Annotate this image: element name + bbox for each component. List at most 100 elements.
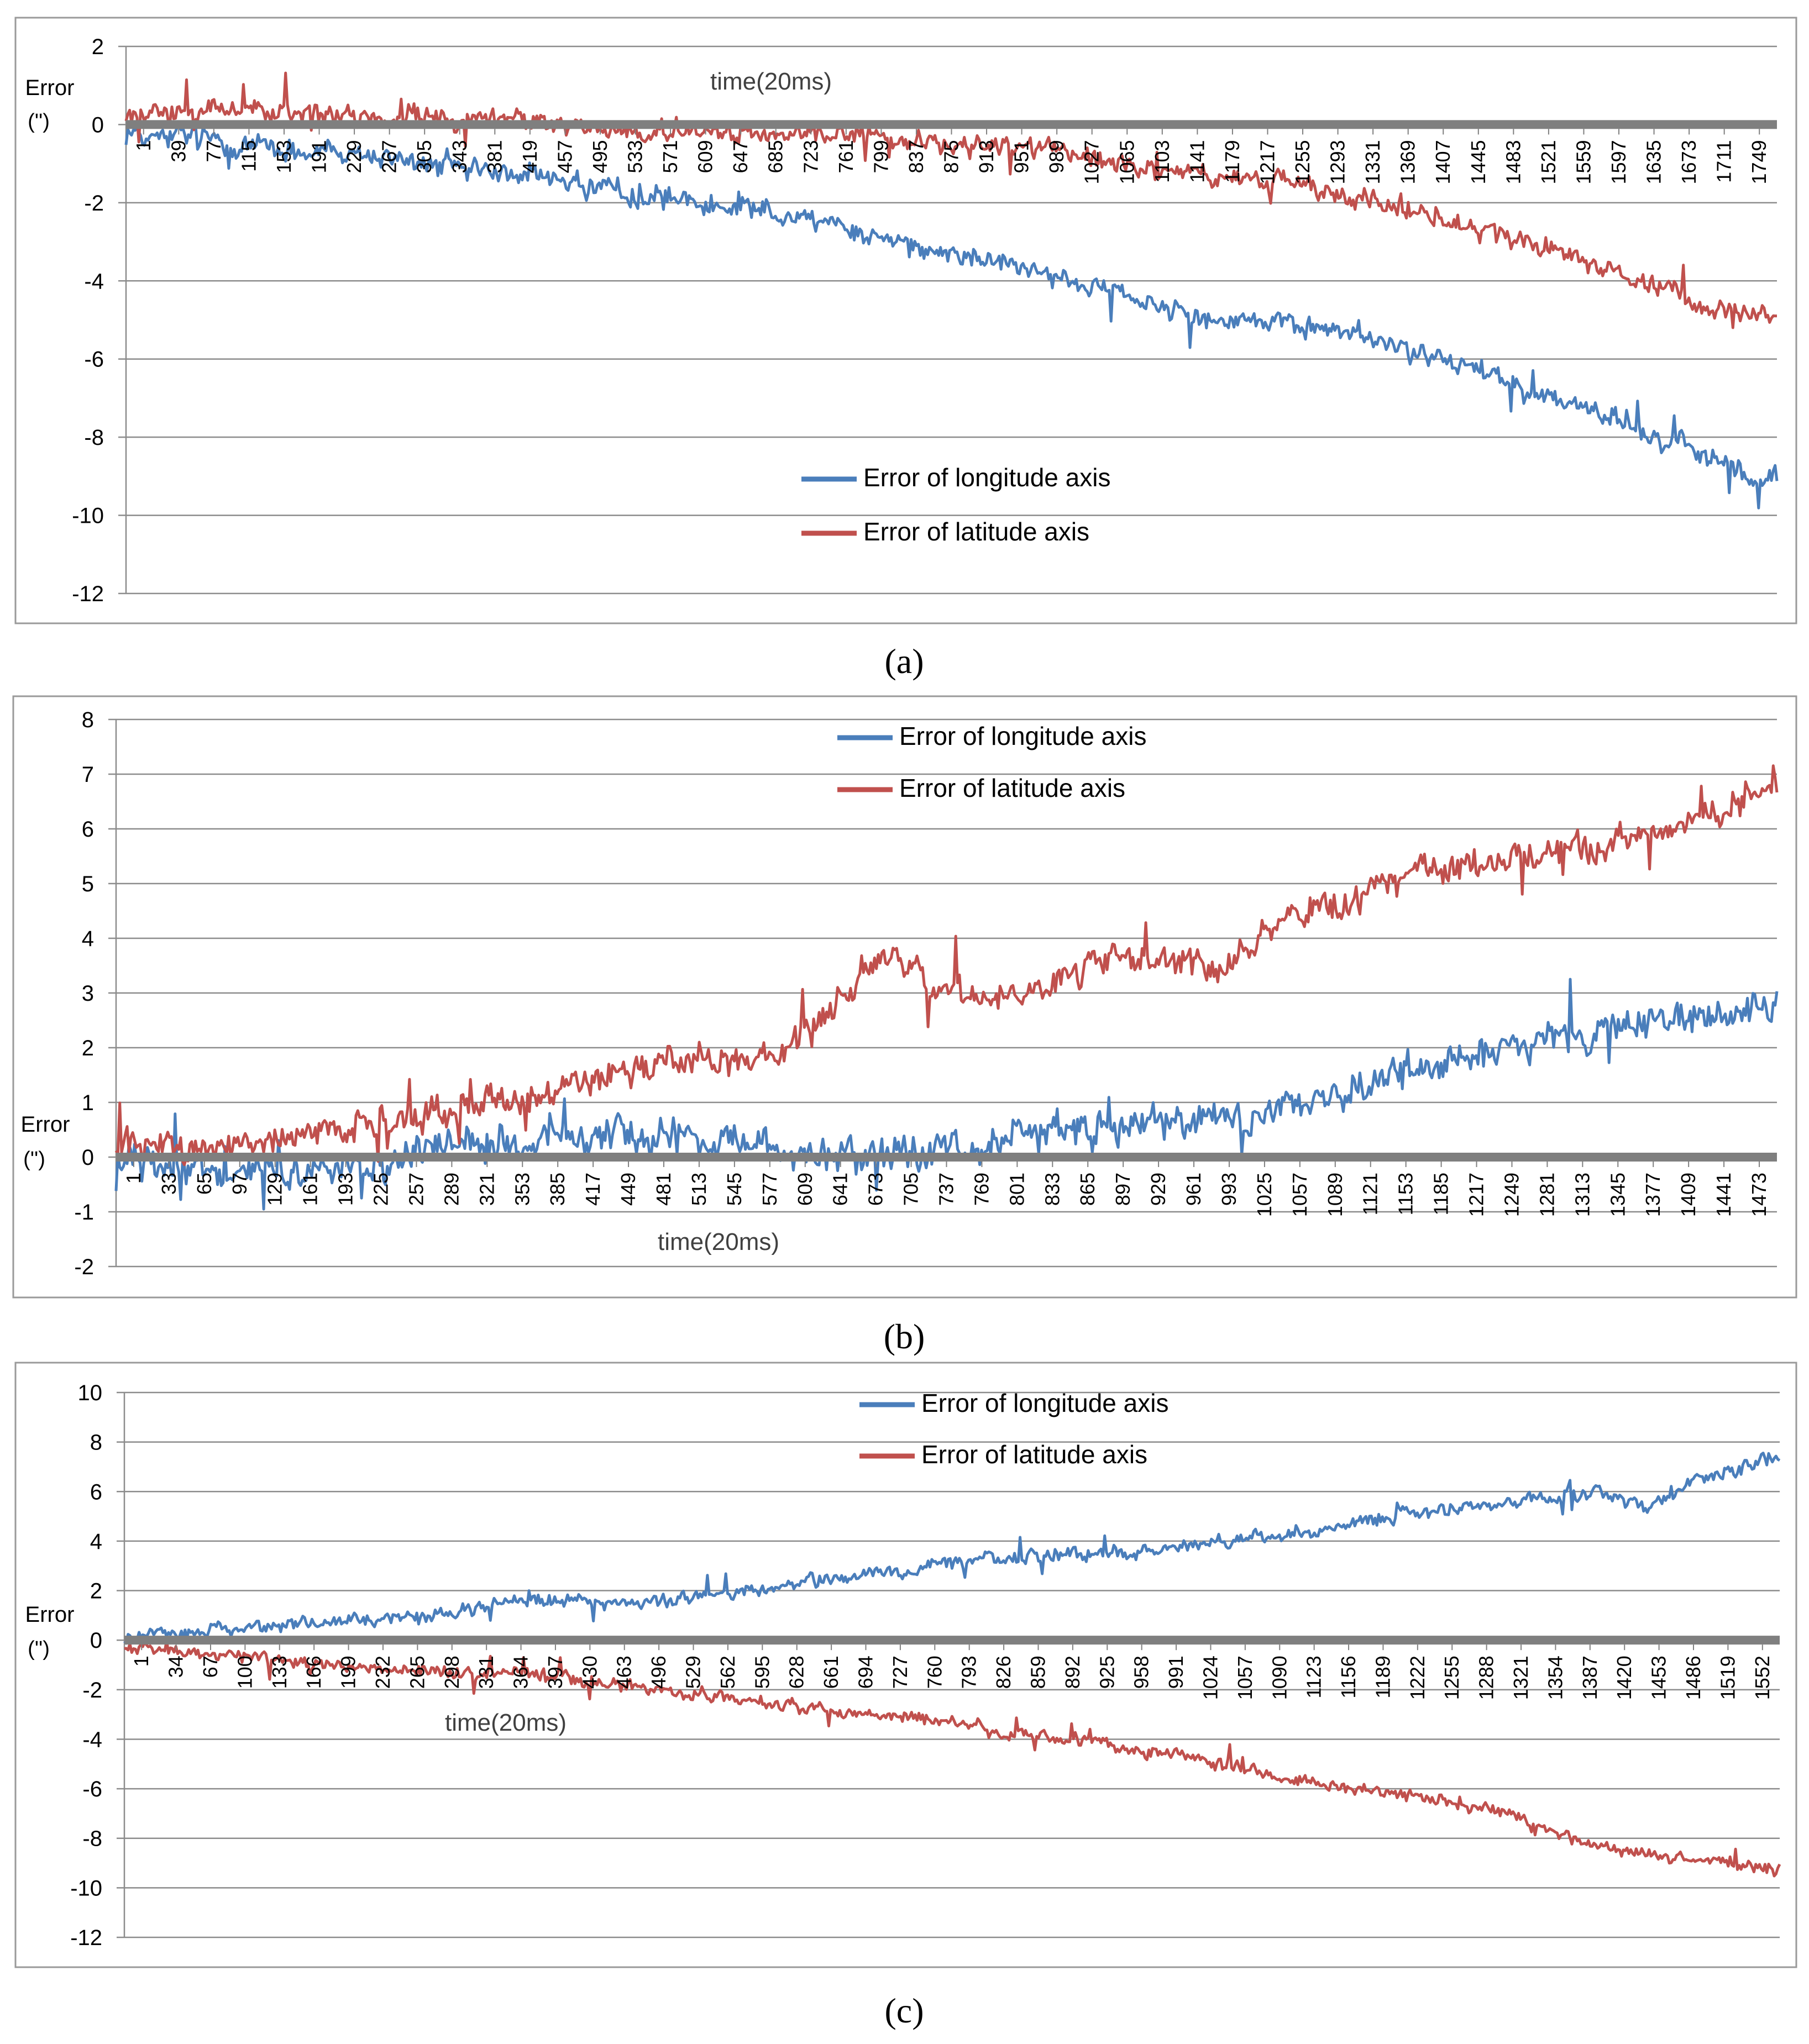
x-tick-label: 513 xyxy=(688,1173,710,1206)
y-tick-label: 8 xyxy=(82,708,94,732)
x-tick-label: 647 xyxy=(729,140,752,173)
y-tick-label: 4 xyxy=(82,927,94,951)
x-tick-label: 1123 xyxy=(1303,1656,1325,1698)
x-tick-label: 457 xyxy=(553,140,576,173)
y-tick-label: 0 xyxy=(92,113,104,137)
x-tick-label: 305 xyxy=(413,140,436,173)
y-tick-label: 0 xyxy=(82,1146,94,1170)
x-tick-label: 1179 xyxy=(1221,140,1244,182)
x-tick-label: 97 xyxy=(228,1173,251,1195)
y-tick-label: -2 xyxy=(74,1255,94,1279)
y-tick-label: 8 xyxy=(90,1431,102,1455)
x-tick-label: 77 xyxy=(202,140,225,162)
x-tick-label: 1103 xyxy=(1151,140,1173,182)
x-tick-label: 1217 xyxy=(1465,1173,1488,1217)
legend-label: Error of longitude axis xyxy=(921,1389,1168,1417)
x-tick-label: 897 xyxy=(1111,1173,1134,1206)
x-tick-label: 496 xyxy=(647,1656,670,1689)
x-tick-label: 694 xyxy=(854,1656,877,1689)
x-tick-label: 661 xyxy=(820,1656,842,1689)
x-tick-label: 1 xyxy=(122,1173,145,1184)
x-tick-label: 1420 xyxy=(1613,1656,1635,1700)
y-tick-label: -1 xyxy=(74,1200,94,1225)
legend-label: Error of latitude axis xyxy=(921,1440,1147,1469)
y-tick-label: 6 xyxy=(82,817,94,842)
x-tick-label: 343 xyxy=(448,140,471,173)
y-tick-label: -4 xyxy=(84,269,104,293)
x-tick-label: 562 xyxy=(716,1656,739,1689)
x-tick-label: 257 xyxy=(405,1173,427,1206)
y-tick-label: 5 xyxy=(82,872,94,896)
x-tick-label: 723 xyxy=(799,140,822,173)
x-tick-label: 161 xyxy=(299,1173,322,1206)
series-line-longitude xyxy=(123,1452,1781,1645)
x-tick-label: 737 xyxy=(935,1173,958,1206)
chart-panel-a: 2 0 -2 -4 -6 -8 -10 -12 1 39 77 115 153 191 229 267 305 3… xyxy=(14,17,1797,624)
x-tick-label: 577 xyxy=(758,1173,781,1206)
x-tick-label: 609 xyxy=(794,1173,816,1206)
x-tick-label: 875 xyxy=(940,140,963,173)
x-tick-label: 1486 xyxy=(1682,1656,1705,1700)
x-tick-label: 1345 xyxy=(1606,1173,1629,1217)
x-tick-label: 533 xyxy=(624,140,647,173)
x-tick-label: 769 xyxy=(970,1173,993,1206)
x-tick-label: 100 xyxy=(233,1656,256,1689)
y-tick-label: 0 xyxy=(90,1628,102,1653)
x-tick-label: 267 xyxy=(378,140,401,173)
x-tick-label: 1445 xyxy=(1467,140,1490,184)
y-axis-label: Error xyxy=(25,1602,75,1627)
x-tick-label: 641 xyxy=(829,1173,852,1206)
chart-frame xyxy=(14,1362,1797,1968)
x-tick-label: 761 xyxy=(835,140,857,173)
y-axis-label: Error xyxy=(25,76,75,100)
x-tick-label: 353 xyxy=(511,1173,533,1206)
x-tick-label: 545 xyxy=(723,1173,746,1206)
x-tick-label: 1453 xyxy=(1648,1656,1670,1700)
x-tick-label: 419 xyxy=(518,140,541,173)
x-tick-label: 229 xyxy=(343,140,365,173)
chart-panel-c: 10 8 6 4 2 0 -2 -4 -6 -8 -10 -12 1 34 67 100 133 166 199 23… xyxy=(14,1362,1797,1968)
x-tick-label: 1521 xyxy=(1537,140,1560,184)
x-tick-label: 115 xyxy=(237,140,260,171)
x-tick-label: 1255 xyxy=(1440,1656,1463,1700)
x-tick-label: 571 xyxy=(659,140,681,173)
x-tick-label: 760 xyxy=(923,1656,946,1689)
x-tick-label: 1141 xyxy=(1186,140,1208,182)
x-tick-label: 1025 xyxy=(1253,1173,1276,1217)
x-tick-label: 1217 xyxy=(1256,140,1278,184)
x-tick-label: 1057 xyxy=(1288,1173,1311,1217)
x-tick-label: 289 xyxy=(440,1173,463,1206)
x-tick-label: 193 xyxy=(334,1173,357,1206)
x-tick-label: 1749 xyxy=(1748,140,1770,184)
x-tick-label: 321 xyxy=(475,1173,498,1206)
x-tick-label: 1156 xyxy=(1337,1656,1360,1698)
x-tick-label: 225 xyxy=(370,1173,392,1206)
x-tick-label: 793 xyxy=(958,1656,980,1689)
x-tick-label: 673 xyxy=(864,1173,887,1206)
y-tick-label: 2 xyxy=(90,1579,102,1604)
legend-label: Error of latitude axis xyxy=(863,517,1089,546)
x-tick-label: 929 xyxy=(1147,1173,1170,1206)
x-tick-label: 685 xyxy=(764,140,787,173)
y-tick-label: 1 xyxy=(82,1091,94,1115)
x-tick-label: 153 xyxy=(272,140,295,173)
x-tick-label: 628 xyxy=(785,1656,808,1689)
x-tick-label: 1288 xyxy=(1475,1656,1498,1700)
x-tick-label: 1321 xyxy=(1509,1656,1532,1700)
y-tick-label: -2 xyxy=(84,191,104,216)
x-tick-label: 1222 xyxy=(1406,1656,1429,1700)
x-tick-label: 1313 xyxy=(1571,1173,1593,1217)
x-tick-label: 1377 xyxy=(1642,1173,1664,1217)
x-tick-label: 417 xyxy=(581,1173,604,1206)
x-tick-label: 166 xyxy=(302,1656,325,1689)
x-tick-label: 67 xyxy=(199,1656,222,1678)
x-tick-label: 381 xyxy=(483,140,506,173)
x-tick-label: 991 xyxy=(1165,1656,1187,1689)
x-tick-label: 892 xyxy=(1061,1656,1084,1689)
x-tick-label: 232 xyxy=(371,1656,394,1689)
x-tick-label: 34 xyxy=(165,1656,187,1678)
y-tick-label: 10 xyxy=(78,1381,103,1405)
x-tick-label: 1 xyxy=(130,1656,153,1667)
x-tick-label: 1483 xyxy=(1502,140,1524,184)
x-tick-label: 1121 xyxy=(1359,1173,1382,1215)
